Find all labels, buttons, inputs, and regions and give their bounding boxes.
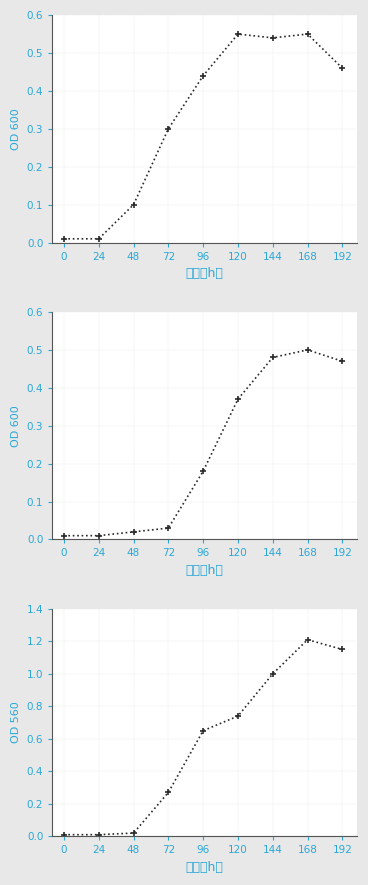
- Y-axis label: OD 600: OD 600: [11, 404, 21, 447]
- Y-axis label: OD 600: OD 600: [11, 108, 21, 150]
- X-axis label: 时间（h）: 时间（h）: [186, 861, 223, 873]
- X-axis label: 时间（h）: 时间（h）: [186, 267, 223, 281]
- Y-axis label: OD 560: OD 560: [11, 702, 21, 743]
- X-axis label: 时间（h）: 时间（h）: [186, 564, 223, 577]
